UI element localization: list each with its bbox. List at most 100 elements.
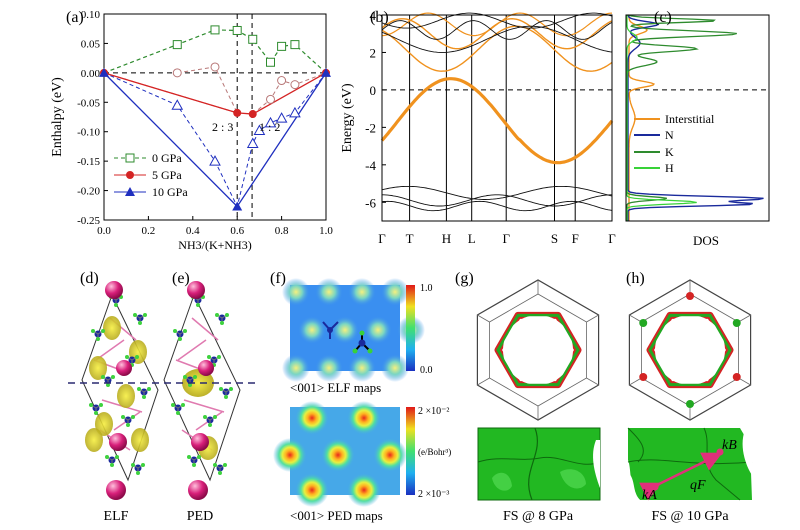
kpoint-label: T [406, 231, 414, 246]
legend-k: K [665, 145, 674, 159]
h-atom [101, 329, 105, 333]
panel-label-b: (b) [370, 9, 389, 26]
elf-molecule [322, 321, 373, 354]
h-atom [136, 471, 140, 475]
h-atom [183, 329, 187, 333]
marker-10gpa [232, 201, 243, 211]
panel-a-legend: 0 GPa 5 GPa 10 GPa [114, 151, 188, 199]
legend-interstitial: Interstitial [665, 112, 715, 126]
h-atom [213, 463, 217, 467]
fs-ring-edge [649, 314, 731, 386]
marker-10gpa [99, 67, 109, 77]
band [380, 77, 614, 165]
legend-n: N [665, 128, 674, 142]
ped-spot [321, 438, 355, 472]
y-tick-label: 0.00 [81, 68, 101, 80]
band [382, 194, 612, 207]
h-atom [126, 423, 130, 427]
h-atom [138, 321, 142, 325]
k-atom [188, 480, 208, 500]
marker-10gpa-open [264, 116, 277, 128]
series-line [103, 72, 327, 115]
h-atom [213, 415, 217, 419]
h-atom [173, 329, 177, 333]
k-atom [116, 360, 132, 376]
elf-lobe [103, 316, 121, 340]
h-atom [218, 471, 222, 475]
h-atom [99, 403, 103, 407]
series-line [103, 72, 327, 208]
ped-spot [295, 473, 329, 507]
panel-a-frame [103, 13, 327, 221]
h-atom [89, 403, 93, 407]
panel-a-ylabel: Enthalpy (eV) [50, 77, 65, 157]
bond [191, 317, 219, 341]
label-ka: kA [642, 488, 657, 503]
h-atom [142, 395, 146, 399]
x-tick-label: 1.0 [319, 225, 333, 237]
h-atom [101, 375, 105, 379]
bz-edge [477, 377, 490, 386]
kpoint-label: F [572, 231, 579, 246]
elf-spot [348, 278, 376, 306]
band [381, 25, 613, 53]
h-atom [217, 355, 221, 359]
elf-spot [282, 278, 310, 306]
h-atom [196, 303, 200, 307]
h-atom [187, 455, 191, 459]
elf-lobe [89, 356, 107, 380]
elf-map-caption: <001> ELF maps [290, 380, 381, 395]
elf-spot [381, 278, 409, 306]
h-atom [131, 415, 135, 419]
kpoint-label: Γ [378, 231, 386, 246]
marker-10gpa-open [171, 99, 184, 110]
h-atom [219, 387, 223, 391]
panel-b-frame [381, 14, 613, 222]
ped-map [273, 401, 407, 507]
bz-edge [738, 377, 751, 386]
marker-0gpa [290, 40, 300, 50]
ped-cbar-max: 2 ×10⁻² [418, 406, 449, 417]
h-atom [208, 423, 212, 427]
marker-0gpa [248, 34, 258, 44]
panel-label-f: (f) [270, 270, 286, 287]
k-atom [105, 281, 123, 299]
fs-3d-10gpa: kB kA qF [627, 427, 753, 503]
panel-e: (e) PED [163, 270, 241, 524]
h-atom [131, 463, 135, 467]
y-tick-label: -2 [365, 120, 376, 135]
y-tick-label: 0 [370, 83, 377, 98]
panel-c-plot [626, 14, 769, 221]
y-tick-label: 4 [370, 8, 377, 23]
fs-pocket [639, 373, 648, 381]
elf-spot [315, 278, 343, 306]
h-atom [229, 387, 233, 391]
band [381, 200, 613, 212]
panel-a-plot [99, 14, 331, 220]
h-atom [91, 329, 95, 333]
bond [183, 399, 225, 413]
marker-10gpa-open [209, 155, 221, 166]
h-atom [110, 463, 114, 467]
marker-5gpa-open [277, 76, 287, 86]
elf-lobe [131, 428, 149, 452]
h-atom [215, 313, 219, 317]
elf-spot [381, 354, 409, 382]
y-tick-label: -0.05 [77, 97, 100, 109]
k-atom [198, 360, 214, 376]
h-atom [207, 355, 211, 359]
fs-pocket [639, 319, 648, 327]
kpoint-label: L [468, 231, 476, 246]
elf-map [282, 278, 425, 382]
fs-pocket [686, 400, 694, 408]
elf-spot [315, 354, 343, 382]
x-tick-label: 0.2 [142, 225, 156, 237]
y-tick-label: -0.15 [77, 156, 100, 168]
legend-10gpa: 10 GPa [152, 185, 188, 199]
panel-label-d: (d) [80, 270, 99, 287]
panel-a-xlabel: NH3/(K+NH3) [178, 238, 251, 252]
h-atom [137, 387, 141, 391]
y-tick-label: -0.20 [77, 186, 100, 198]
fs-pocket [732, 373, 741, 381]
band [381, 12, 613, 37]
